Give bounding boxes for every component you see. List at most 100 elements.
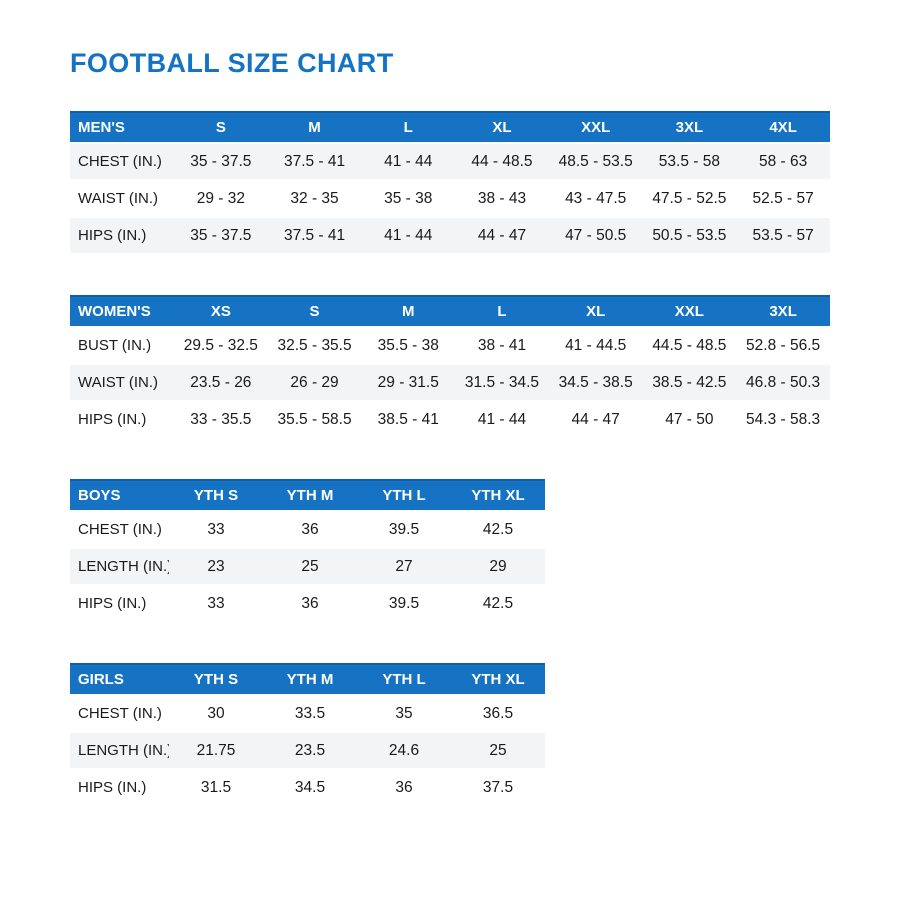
measurement-value: 35.5 - 58.5 bbox=[267, 402, 362, 437]
measurement-value: 39.5 bbox=[357, 512, 451, 547]
measurement-value: 41 - 44 bbox=[361, 144, 456, 179]
measurement-value: 46.8 - 50.3 bbox=[736, 365, 830, 400]
table-row: HIPS (IN.) 31.5 34.5 36 37.5 bbox=[70, 770, 545, 805]
measurement-value: 41 - 44 bbox=[455, 402, 549, 437]
size-table-boys: BOYS YTH S YTH M YTH L YTH XL CHEST (IN.) 33 36… bbox=[70, 477, 545, 623]
measurement-value: 48.5 - 53.5 bbox=[548, 144, 643, 179]
measurement-value: 35.5 - 38 bbox=[361, 328, 456, 363]
measurement-label: LENGTH (IN.) bbox=[70, 549, 169, 584]
measurement-value: 47.5 - 52.5 bbox=[642, 181, 737, 216]
measurement-value: 29 bbox=[451, 549, 545, 584]
measurement-label: WAIST (IN.) bbox=[70, 365, 174, 400]
measurement-label: HIPS (IN.) bbox=[70, 586, 169, 621]
size-column-header: L bbox=[361, 111, 456, 142]
measurement-label: CHEST (IN.) bbox=[70, 512, 169, 547]
measurement-value: 38 - 41 bbox=[455, 328, 549, 363]
measurement-value: 21.75 bbox=[169, 733, 263, 768]
measurement-value: 24.6 bbox=[357, 733, 451, 768]
measurement-label: HIPS (IN.) bbox=[70, 770, 169, 805]
table-row: LENGTH (IN.) 21.75 23.5 24.6 25 bbox=[70, 733, 545, 768]
measurement-value: 37.5 - 41 bbox=[267, 144, 362, 179]
header-row-girls: GIRLS YTH S YTH M YTH L YTH XL bbox=[70, 663, 545, 694]
measurement-value: 41 - 44.5 bbox=[548, 328, 643, 363]
header-row-womens: WOMEN'S XS S M L XL XXL 3XL bbox=[70, 295, 830, 326]
measurement-value: 36 bbox=[357, 770, 451, 805]
size-column-header: M bbox=[267, 111, 362, 142]
measurement-value: 35 bbox=[357, 696, 451, 731]
group-label-mens: MEN'S bbox=[70, 111, 174, 142]
measurement-value: 54.3 - 58.3 bbox=[736, 402, 830, 437]
measurement-label: CHEST (IN.) bbox=[70, 144, 174, 179]
measurement-value: 29 - 31.5 bbox=[361, 365, 456, 400]
size-table-mens: MEN'S S M L XL XXL 3XL 4XL CHEST (IN.) 35 - 37.5 3… bbox=[70, 109, 830, 255]
size-column-header: L bbox=[455, 295, 549, 326]
measurement-value: 36.5 bbox=[451, 696, 545, 731]
measurement-value: 23.5 bbox=[263, 733, 357, 768]
measurement-value: 26 - 29 bbox=[267, 365, 362, 400]
measurement-value: 23 bbox=[169, 549, 263, 584]
measurement-value: 58 - 63 bbox=[736, 144, 830, 179]
measurement-value: 38.5 - 41 bbox=[361, 402, 456, 437]
table-row: LENGTH (IN.) 23 25 27 29 bbox=[70, 549, 545, 584]
measurement-value: 31.5 bbox=[169, 770, 263, 805]
size-column-header: S bbox=[174, 111, 268, 142]
measurement-value: 42.5 bbox=[451, 586, 545, 621]
size-column-header: M bbox=[361, 295, 456, 326]
size-column-header: YTH XL bbox=[451, 479, 545, 510]
measurement-label: HIPS (IN.) bbox=[70, 218, 174, 253]
size-table-womens: WOMEN'S XS S M L XL XXL 3XL BUST (IN.) 29.5 - 32.… bbox=[70, 293, 830, 439]
measurement-value: 44 - 47 bbox=[548, 402, 643, 437]
table-row: HIPS (IN.) 35 - 37.5 37.5 - 41 41 - 44 44 - … bbox=[70, 218, 830, 253]
header-row-mens: MEN'S S M L XL XXL 3XL 4XL bbox=[70, 111, 830, 142]
measurement-value: 36 bbox=[263, 586, 357, 621]
measurement-value: 31.5 - 34.5 bbox=[455, 365, 549, 400]
measurement-value: 33 bbox=[169, 512, 263, 547]
measurement-value: 39.5 bbox=[357, 586, 451, 621]
measurement-value: 35 - 37.5 bbox=[174, 144, 268, 179]
measurement-value: 47 - 50 bbox=[642, 402, 737, 437]
table-row: BUST (IN.) 29.5 - 32.5 32.5 - 35.5 35.5 - 3… bbox=[70, 328, 830, 363]
size-column-header: 4XL bbox=[736, 111, 830, 142]
measurement-value: 50.5 - 53.5 bbox=[642, 218, 737, 253]
measurement-value: 52.8 - 56.5 bbox=[736, 328, 830, 363]
measurement-value: 30 bbox=[169, 696, 263, 731]
size-column-header: S bbox=[267, 295, 362, 326]
measurement-value: 29.5 - 32.5 bbox=[174, 328, 268, 363]
group-label-boys: BOYS bbox=[70, 479, 169, 510]
measurement-value: 35 - 38 bbox=[361, 181, 456, 216]
table-row: CHEST (IN.) 35 - 37.5 37.5 - 41 41 - 44 44 -… bbox=[70, 144, 830, 179]
group-label-womens: WOMEN'S bbox=[70, 295, 174, 326]
size-column-header: YTH M bbox=[263, 479, 357, 510]
measurement-label: HIPS (IN.) bbox=[70, 402, 174, 437]
measurement-value: 38.5 - 42.5 bbox=[642, 365, 737, 400]
measurement-value: 23.5 - 26 bbox=[174, 365, 268, 400]
measurement-value: 34.5 bbox=[263, 770, 357, 805]
measurement-value: 43 - 47.5 bbox=[548, 181, 643, 216]
measurement-value: 37.5 bbox=[451, 770, 545, 805]
table-row: WAIST (IN.) 23.5 - 26 26 - 29 29 - 31.5 31.5… bbox=[70, 365, 830, 400]
measurement-label: CHEST (IN.) bbox=[70, 696, 169, 731]
size-column-header: YTH M bbox=[263, 663, 357, 694]
size-column-header: XXL bbox=[642, 295, 737, 326]
header-row-boys: BOYS YTH S YTH M YTH L YTH XL bbox=[70, 479, 545, 510]
group-label-girls: GIRLS bbox=[70, 663, 169, 694]
measurement-value: 33 bbox=[169, 586, 263, 621]
measurement-value: 38 - 43 bbox=[455, 181, 549, 216]
measurement-value: 35 - 37.5 bbox=[174, 218, 268, 253]
size-column-header: YTH L bbox=[357, 663, 451, 694]
measurement-value: 33 - 35.5 bbox=[174, 402, 268, 437]
table-row: CHEST (IN.) 33 36 39.5 42.5 bbox=[70, 512, 545, 547]
measurement-label: BUST (IN.) bbox=[70, 328, 174, 363]
measurement-label: WAIST (IN.) bbox=[70, 181, 174, 216]
measurement-value: 52.5 - 57 bbox=[736, 181, 830, 216]
size-column-header: XL bbox=[548, 295, 643, 326]
measurement-value: 27 bbox=[357, 549, 451, 584]
table-row: CHEST (IN.) 30 33.5 35 36.5 bbox=[70, 696, 545, 731]
measurement-value: 44.5 - 48.5 bbox=[642, 328, 737, 363]
measurement-value: 25 bbox=[263, 549, 357, 584]
measurement-label: LENGTH (IN.) bbox=[70, 733, 169, 768]
table-row: WAIST (IN.) 29 - 32 32 - 35 35 - 38 38 - 43 4… bbox=[70, 181, 830, 216]
measurement-value: 36 bbox=[263, 512, 357, 547]
measurement-value: 25 bbox=[451, 733, 545, 768]
